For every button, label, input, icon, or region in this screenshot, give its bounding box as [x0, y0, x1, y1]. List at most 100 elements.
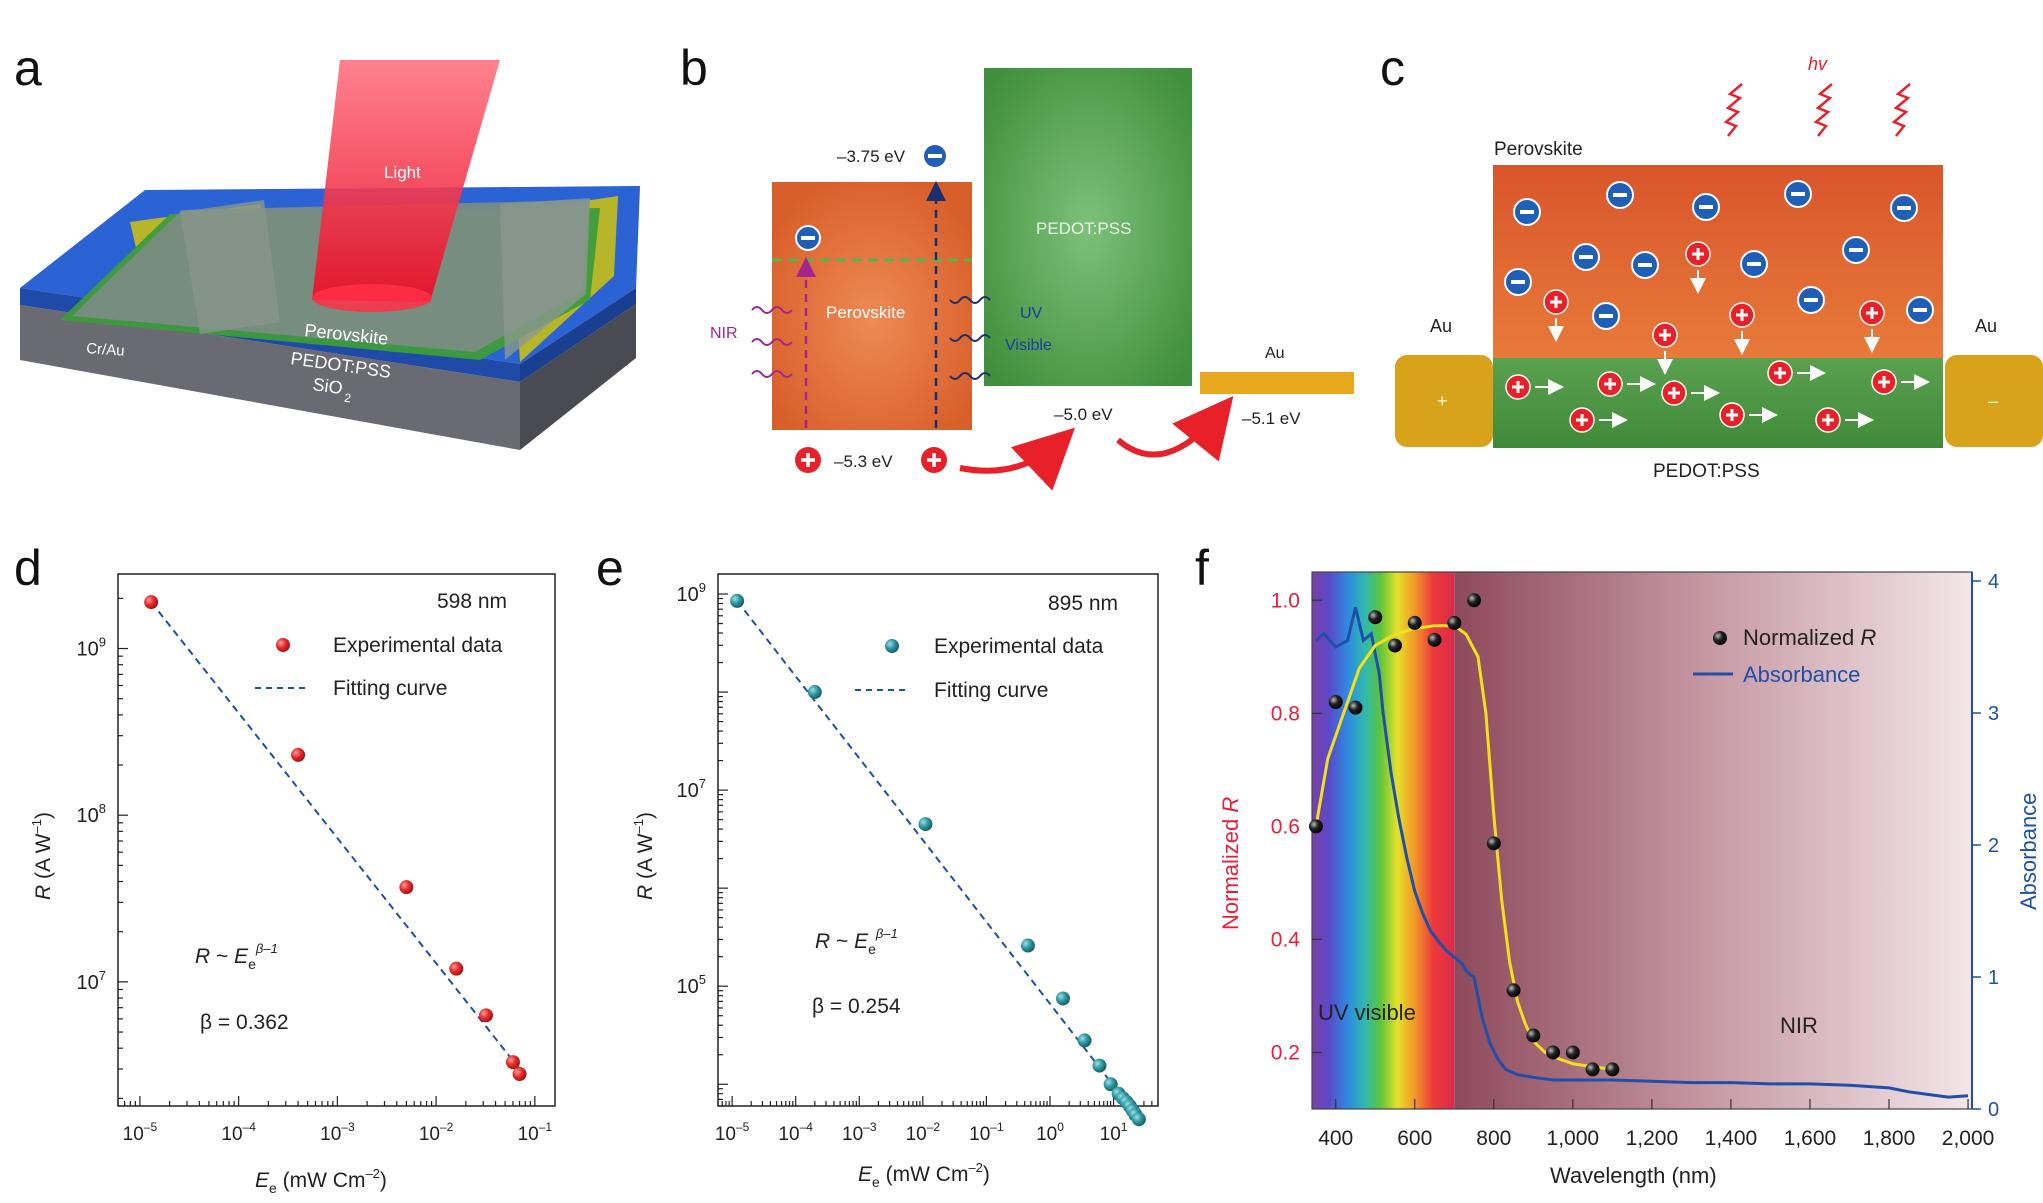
electron-minus-c-6	[1511, 280, 1525, 284]
label-sio2-text: SiO	[311, 374, 344, 398]
e-formula-R: R	[815, 930, 830, 953]
label-crau: Cr/Au	[86, 340, 125, 360]
d-ytick-label: 108	[77, 801, 106, 827]
e-xtick-label: 100	[1036, 1120, 1064, 1145]
label-nir: NIR	[710, 325, 738, 342]
f-xtick-label: 1,400	[1705, 1127, 1758, 1150]
c-photon-waves	[1723, 83, 1911, 137]
e-formula-exp: β–1	[875, 926, 898, 941]
panel-a-letter: a	[14, 40, 42, 96]
e-xlabel-sub: e	[872, 1174, 880, 1190]
electron-minus-c-9	[1747, 262, 1761, 266]
f-nir-band	[1454, 572, 1972, 1109]
f-ytick-right-label: 4	[1988, 571, 1999, 593]
hole-plus-ch-2	[1668, 387, 1680, 399]
f-data-point	[1506, 983, 1521, 998]
f-ylabel-left-italic: R	[1218, 797, 1243, 813]
f-data-point	[1585, 1062, 1600, 1077]
c-perovskite-region	[1493, 165, 1943, 358]
label-cb-energy: –3.75 eV	[837, 147, 906, 166]
c-au-right-minus: –	[1988, 391, 1998, 411]
hole-icon-right-plus	[927, 453, 941, 467]
e-ylabel: R (A W–1)	[631, 812, 657, 900]
d-legend-exp: Experimental data	[333, 634, 503, 657]
e-xtick-label: 10–1	[969, 1120, 1004, 1145]
label-hv: hv	[1808, 54, 1828, 74]
d-formula-exp: β–1	[255, 941, 278, 956]
e-data-point	[1103, 1077, 1118, 1092]
e-ylabel-unit: (A W	[634, 833, 657, 885]
label-b-pedot: PEDOT:PSS	[1036, 219, 1131, 238]
si-side	[520, 304, 636, 450]
f-background	[1311, 571, 1973, 1110]
hole-plus-ch-3	[1774, 367, 1786, 379]
e-data-point	[1077, 1033, 1092, 1048]
e-legend-exp: Experimental data	[934, 635, 1104, 658]
hole-plus-cv-2	[1659, 329, 1671, 341]
electron-minus-c-11	[1599, 314, 1613, 318]
f-ytick-right-label: 0	[1988, 1099, 1999, 1121]
e-xlabel: Ee (mW Cm–2)	[858, 1160, 990, 1190]
f-plot-marks: 400 600 800 1,000 1,200 1,400 1,600 1,800 2,000 0…	[1271, 571, 1999, 1150]
d-data-point	[505, 1055, 520, 1070]
d-ylabel-R: R	[32, 885, 55, 900]
d-xlabel-close: )	[380, 1169, 387, 1192]
d-xlabel-exp: –2	[365, 1166, 379, 1181]
e-xtick-label: 10–2	[906, 1120, 941, 1145]
d-data-point	[144, 595, 159, 610]
d-ylabel: R (A W–1)	[29, 812, 55, 900]
f-legend-R-text: Normalized	[1743, 625, 1860, 650]
label-c-au-left: Au	[1430, 316, 1452, 336]
d-ylabel-unit: (A W	[32, 833, 55, 885]
d-ytick-label: 107	[77, 968, 106, 994]
d-xtick-label: 10–3	[320, 1120, 355, 1145]
f-absorbance-line	[1315, 607, 1969, 1099]
f-ytick-right-label: 2	[1988, 835, 1999, 857]
panel-f-letter: f	[1195, 540, 1209, 596]
nir-wave-arrows	[751, 306, 793, 378]
f-data-point	[1348, 700, 1363, 715]
hole-plus-ch-5	[1576, 414, 1588, 426]
e-data-point	[1131, 1112, 1146, 1127]
hole-plus-ch-4	[1878, 376, 1890, 388]
d-wavelength: 598 nm	[437, 590, 507, 613]
e-xtick-label: 10–3	[842, 1120, 877, 1145]
label-c-au-right: Au	[1975, 316, 1997, 336]
f-ytick-left-label: 0.4	[1271, 928, 1301, 951]
label-visible: Visible	[1005, 337, 1052, 354]
d-data-point	[512, 1067, 527, 1082]
c-au-left-plus: +	[1437, 391, 1448, 411]
f-ylabel-left-text: Normalized	[1218, 813, 1243, 930]
f-data-point	[1565, 1045, 1580, 1060]
electron-minus-c-1	[1613, 193, 1627, 197]
photon-wave-2	[1813, 83, 1833, 137]
f-ytick-left-label: 1.0	[1271, 589, 1300, 612]
f-nir: NIR	[1780, 1013, 1818, 1038]
d-data-point	[399, 880, 414, 895]
hole-plus-cv-0	[1550, 296, 1562, 308]
hole-plus-ch-6	[1726, 409, 1738, 421]
f-visible-spectrum-band	[1312, 572, 1455, 1109]
uv-wave-2	[949, 334, 991, 342]
f-ytick-left-label: 0.8	[1271, 702, 1300, 725]
f-data-point	[1368, 610, 1383, 625]
d-xtick-label: 10–1	[518, 1120, 553, 1145]
e-plot-frame	[717, 573, 1159, 1107]
hole-plus-cv-4	[1866, 307, 1878, 319]
si-front	[20, 305, 520, 450]
light-beam	[312, 60, 500, 302]
electron-minus-c-8	[1638, 263, 1652, 267]
light-spot	[312, 284, 432, 312]
e-xlabel-exp: –2	[968, 1160, 982, 1175]
e-data-point	[1055, 991, 1070, 1006]
hole-plus-ch-7	[1822, 414, 1834, 426]
e-data-point	[807, 685, 822, 700]
c-pedot-region	[1493, 358, 1943, 448]
e-data-point	[1020, 938, 1035, 953]
hole-icon-left-plus	[801, 453, 815, 467]
f-data-point	[1467, 593, 1482, 608]
d-legend-fit: Fitting curve	[333, 677, 447, 700]
f-data-point	[1407, 615, 1422, 630]
panel-f: f 400 600 800 1,000 1,200 1,400 1,600 1,800 2,00…	[1195, 540, 2041, 1188]
